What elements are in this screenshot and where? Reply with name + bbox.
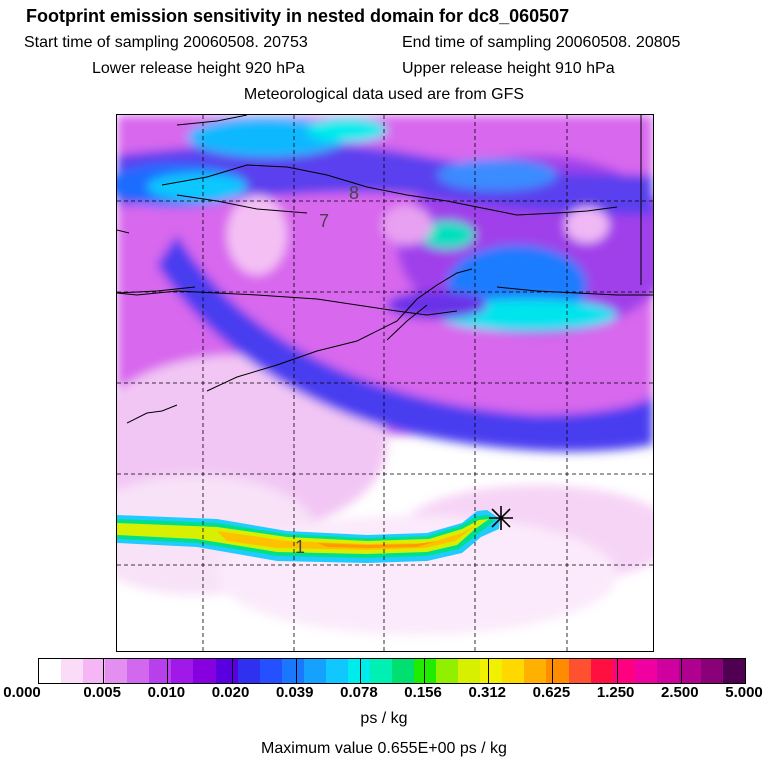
colorbar-unit-label: ps / kg — [360, 710, 408, 727]
colorbar-swatch — [392, 659, 414, 683]
start-time-label: Start time of sampling 20060508. 20753 — [24, 34, 308, 51]
met-data-label: Meteorological data used are from GFS — [243, 86, 525, 103]
colorbar-swatch — [127, 659, 149, 683]
colorbar-swatch — [657, 659, 679, 683]
colorbar-swatch — [348, 659, 370, 683]
maximum-value-label: Maximum value 0.655E+00 ps / kg — [261, 740, 507, 757]
colorbar-swatch — [546, 659, 569, 683]
colorbar-swatch — [304, 659, 326, 683]
colorbar-divider — [296, 659, 297, 683]
colorbar-swatch — [193, 659, 216, 683]
colorbar-swatch — [723, 659, 745, 683]
upper-release-height-label: Upper release height 910 hPa — [402, 60, 615, 77]
colorbar-swatch — [326, 659, 348, 683]
colorbar-swatch — [635, 659, 657, 683]
colorbar-swatch — [238, 659, 260, 683]
colorbar-tick-label: 0.005 — [83, 684, 121, 701]
colorbar-divider — [424, 659, 425, 683]
colorbar-divider — [552, 659, 553, 683]
colorbar-divider — [617, 659, 618, 683]
colorbar-swatch — [105, 659, 127, 683]
colorbar-swatch — [171, 659, 193, 683]
colorbar-swatch — [216, 659, 238, 683]
colorbar-swatch — [458, 659, 480, 683]
colorbar-tick-label: 0.312 — [468, 684, 507, 701]
contour-label-1: 1 — [295, 537, 305, 557]
colorbar-swatch — [149, 659, 171, 683]
colorbar-tick-label: 2.500 — [661, 684, 699, 701]
colorbar-divider — [360, 659, 361, 683]
colorbar-swatch — [480, 659, 502, 683]
colorbar-tick-label: 0.625 — [532, 684, 571, 701]
colorbar-swatch — [260, 659, 282, 683]
colorbar-tick-label: 0.010 — [147, 684, 186, 701]
colorbar-swatch — [370, 659, 392, 683]
lat-lon-grid — [117, 115, 653, 651]
colorbar-divider — [167, 659, 168, 683]
colorbar-tick-label: 0.000 — [3, 684, 41, 701]
colorbar-tick-label: 0.020 — [211, 684, 250, 701]
colorbar-tick-label: 0.039 — [275, 684, 314, 701]
colorbar-swatch — [524, 659, 546, 683]
plot-title: Footprint emission sensitivity in nested… — [26, 6, 570, 26]
colorbar-swatch — [282, 659, 304, 683]
colorbar-divider — [103, 659, 104, 683]
colorbar-tick-label: 0.078 — [340, 684, 378, 701]
colorbar-tick-labels: 0.000 0.005 0.010 0.020 0.039 0.078 0.156 0.312… — [0, 684, 768, 704]
colorbar-swatch — [569, 659, 591, 683]
plume-band — [117, 510, 500, 563]
colorbar-swatch — [679, 659, 701, 683]
coastlines — [117, 115, 653, 424]
colorbar-swatch — [502, 659, 524, 683]
lower-release-height-label: Lower release height 920 hPa — [92, 60, 305, 77]
colorbar — [38, 658, 746, 684]
contour-label-8: 8 — [349, 183, 359, 203]
colorbar-swatch — [39, 659, 61, 683]
colorbar-swatch — [613, 659, 635, 683]
colorbar-swatch — [591, 659, 613, 683]
colorbar-tick-label: 5.000 — [725, 684, 763, 701]
footprint-map-graphic: 8 7 1 — [117, 115, 653, 651]
colorbar-divider — [681, 659, 682, 683]
colorbar-swatch — [61, 659, 83, 683]
contour-label-7: 7 — [319, 211, 329, 231]
footprint-map: 8 7 1 — [116, 114, 654, 652]
colorbar-divider — [488, 659, 489, 683]
contour-labels: 8 7 1 — [295, 183, 359, 557]
colorbar-tick-label: 0.156 — [404, 684, 442, 701]
colorbar-swatch — [414, 659, 436, 683]
colorbar-divider — [232, 659, 233, 683]
sensitivity-field — [117, 115, 653, 635]
colorbar-swatch — [83, 659, 105, 683]
asterisk-marker-icon — [489, 506, 513, 530]
colorbar-swatch — [701, 659, 723, 683]
colorbar-swatch — [436, 659, 458, 683]
end-time-label: End time of sampling 20060508. 20805 — [402, 34, 681, 51]
colorbar-tick-label: 1.250 — [596, 684, 635, 701]
